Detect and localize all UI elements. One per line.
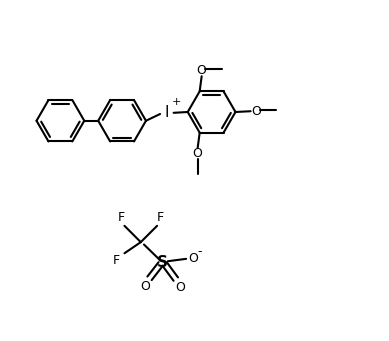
Text: -: -: [198, 245, 202, 258]
Text: O: O: [197, 64, 207, 77]
Text: O: O: [188, 252, 198, 265]
Text: I: I: [165, 105, 169, 120]
Text: O: O: [140, 280, 150, 293]
Text: S: S: [157, 254, 168, 269]
Text: F: F: [157, 211, 164, 224]
Text: O: O: [252, 105, 261, 118]
Text: F: F: [117, 211, 124, 224]
Text: F: F: [112, 253, 120, 267]
Text: O: O: [175, 281, 185, 294]
Text: O: O: [193, 147, 203, 160]
Text: +: +: [172, 98, 181, 107]
